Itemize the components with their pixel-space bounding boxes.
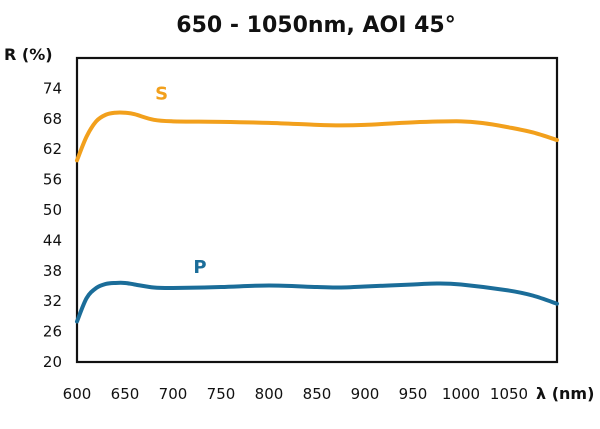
y-tick-label: 62 [43,140,62,158]
chart-title: 650 - 1050nm, AOI 45° [176,13,455,38]
y-tick-label: 32 [43,292,62,310]
x-tick-label: 950 [399,385,428,403]
x-tick-label: 650 [111,385,140,403]
y-tick-label: 74 [43,79,62,97]
x-tick-label: 900 [351,385,380,403]
y-axis-label: R (%) [4,45,53,64]
x-tick-label: 1000 [442,385,480,403]
y-tick-label: 56 [43,171,62,189]
plot-area-frame [75,56,559,364]
series-lines [75,110,559,324]
x-axis-label: λ (nm) [536,384,594,403]
x-tick-label: 850 [303,385,332,403]
series-label-p: P [193,257,206,278]
y-tick-label: 68 [43,110,62,128]
series-labels: SP [155,84,206,278]
series-label-s: S [155,84,168,105]
series-line-s [75,110,559,163]
y-tick-label: 44 [43,231,62,249]
y-tick-labels: 20 26 32 38 44 50 56 62 68 74 [43,79,62,371]
x-tick-label: 750 [207,385,236,403]
x-tick-label: 800 [255,385,284,403]
x-tick-label: 700 [159,385,188,403]
x-tick-label: 1050 [490,385,528,403]
y-tick-label: 26 [43,323,62,341]
x-tick-label: 600 [63,385,92,403]
y-tick-label: 50 [43,201,62,219]
y-tick-label: 38 [43,262,62,280]
x-tick-labels: 600 650 700 750 800 850 900 950 1000 1050 [63,385,528,403]
series-line-p [75,280,559,324]
y-tick-label: 20 [43,353,62,371]
